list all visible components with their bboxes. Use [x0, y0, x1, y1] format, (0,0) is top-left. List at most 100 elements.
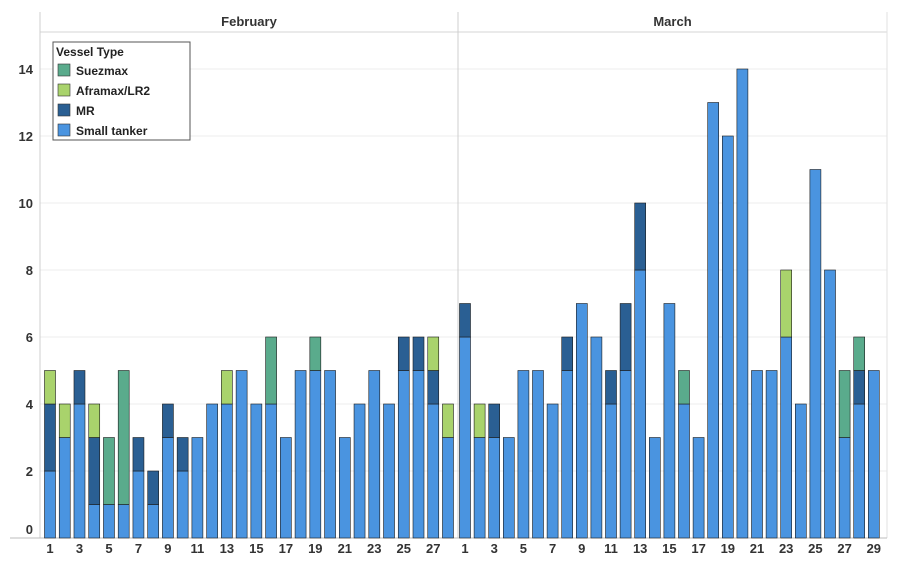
bar-february-10-small-tanker: [176, 470, 189, 539]
x-tick-label: 25: [397, 541, 411, 556]
bar-march-13-mr: [634, 202, 647, 271]
x-tick-label: 23: [779, 541, 793, 556]
bar-february-4-mr: [88, 437, 101, 505]
y-tick-label: 0: [26, 522, 33, 537]
bar-march-13-small-tanker: [634, 269, 647, 539]
bar-february-26-small-tanker: [412, 370, 425, 539]
bar-march-18-small-tanker: [707, 102, 720, 539]
panel-header-band: [40, 12, 887, 32]
bar-march-2-small-tanker: [473, 437, 486, 539]
bar-march-24-small-tanker: [794, 403, 807, 539]
bar-march-11-mr: [605, 370, 617, 405]
bar-february-6-small-tanker: [117, 504, 130, 539]
bar-february-19-small-tanker: [309, 370, 322, 539]
x-tick-label: 5: [520, 541, 527, 556]
bar-march-17-small-tanker: [692, 437, 705, 539]
bar-february-25-small-tanker: [397, 370, 410, 539]
bar-march-23-small-tanker: [780, 336, 793, 539]
bar-march-2-aframax-lr2: [473, 403, 486, 438]
bar-february-12-small-tanker: [206, 403, 218, 539]
bar-february-11-small-tanker: [191, 437, 204, 539]
x-tick-label: 29: [867, 541, 881, 556]
bar-march-20-small-tanker: [736, 68, 749, 539]
bar-february-28-aframax-lr2: [442, 403, 454, 438]
bar-march-21-small-tanker: [751, 370, 763, 539]
bar-february-1-small-tanker: [44, 470, 56, 539]
bar-february-15-small-tanker: [250, 403, 263, 539]
bar-march-1-mr: [459, 303, 471, 338]
bar-february-14-small-tanker: [235, 370, 248, 539]
y-tick-label: 4: [26, 397, 34, 412]
bar-march-4-small-tanker: [502, 437, 515, 539]
bar-february-9-mr: [162, 403, 174, 438]
bar-march-12-small-tanker: [619, 370, 632, 539]
bar-march-8-mr: [561, 336, 574, 371]
legend-box: [52, 41, 191, 141]
legend-label-mr: MR: [76, 104, 95, 118]
bar-march-23-aframax-lr2: [780, 269, 793, 338]
x-tick-label: 17: [691, 541, 705, 556]
legend-title: Vessel Type: [56, 45, 124, 59]
bar-march-3-mr: [488, 403, 501, 438]
bar-february-4-small-tanker: [88, 504, 101, 539]
bar-march-22-small-tanker: [765, 370, 778, 539]
x-tick-label: 27: [837, 541, 851, 556]
bar-february-13-small-tanker: [221, 403, 233, 539]
bar-february-1-aframax-lr2: [44, 370, 56, 405]
bar-march-27-small-tanker: [838, 437, 851, 539]
legend-label-small-tanker: Small tanker: [76, 124, 148, 138]
bar-march-5-small-tanker: [517, 370, 530, 539]
x-tick-label: 13: [220, 541, 234, 556]
bar-march-15-small-tanker: [663, 303, 676, 539]
bar-march-1-small-tanker: [459, 336, 471, 539]
bar-march-14-small-tanker: [648, 437, 661, 539]
bar-march-9-small-tanker: [575, 303, 588, 539]
panel-title-march: March: [653, 14, 691, 29]
x-tick-label: 21: [750, 541, 764, 556]
y-tick-label: 14: [19, 62, 34, 77]
legend-swatch-suezmax: [57, 63, 71, 77]
bar-february-23-small-tanker: [368, 370, 381, 539]
bar-february-16-small-tanker: [265, 403, 277, 539]
bar-february-20-small-tanker: [324, 370, 336, 539]
bar-february-13-aframax-lr2: [221, 370, 233, 405]
x-tick-label: 19: [308, 541, 322, 556]
x-tick-label: 1: [461, 541, 468, 556]
bar-february-16-suezmax: [265, 336, 277, 405]
legend-label-suezmax: Suezmax: [76, 64, 128, 78]
x-tick-label: 9: [164, 541, 171, 556]
bar-february-28-small-tanker: [442, 437, 454, 539]
legend-label-aframax-lr2: Aframax/LR2: [76, 84, 150, 98]
bar-march-27-suezmax: [838, 370, 851, 438]
bar-february-21-small-tanker: [338, 437, 351, 539]
bar-march-25-small-tanker: [809, 169, 822, 539]
bar-february-7-mr: [132, 437, 145, 472]
x-tick-label: 21: [338, 541, 352, 556]
bar-february-3-mr: [73, 370, 86, 405]
bar-february-5-small-tanker: [103, 504, 115, 539]
bar-february-17-small-tanker: [280, 437, 292, 539]
y-tick-label: 2: [26, 464, 33, 479]
legend-swatch-aframax-lr2: [57, 83, 71, 97]
x-tick-label: 5: [105, 541, 112, 556]
bar-march-29-small-tanker: [867, 370, 880, 539]
bar-february-27-mr: [427, 370, 440, 405]
x-tick-label: 3: [76, 541, 83, 556]
bar-march-3-small-tanker: [488, 437, 501, 539]
panel-title-february: February: [221, 14, 277, 29]
bar-february-27-aframax-lr2: [427, 336, 440, 371]
bar-march-7-small-tanker: [546, 403, 559, 539]
bar-february-5-suezmax: [103, 437, 115, 505]
bar-february-19-suezmax: [309, 336, 322, 371]
x-tick-label: 27: [426, 541, 440, 556]
x-tick-label: 13: [633, 541, 647, 556]
x-tick-label: 23: [367, 541, 381, 556]
x-tick-label: 11: [191, 541, 205, 556]
bar-february-1-mr: [44, 403, 56, 472]
y-tick-label: 8: [26, 263, 33, 278]
x-tick-label: 11: [604, 541, 618, 556]
bar-february-3-small-tanker: [73, 403, 86, 539]
y-tick-label: 10: [19, 196, 33, 211]
bar-february-4-aframax-lr2: [88, 403, 101, 438]
